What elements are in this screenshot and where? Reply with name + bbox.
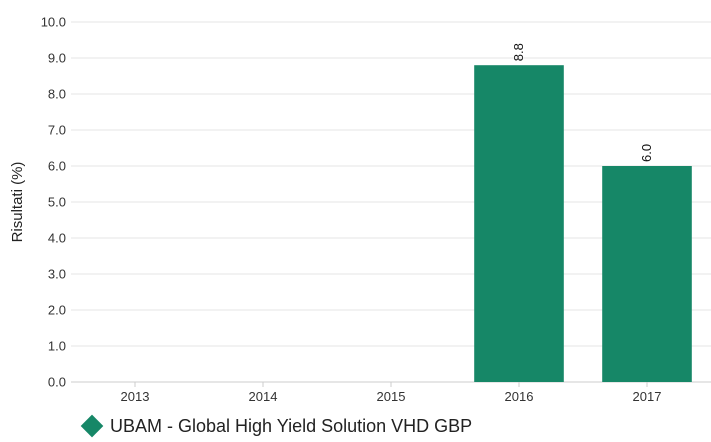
x-tick-label: 2014 [249, 389, 278, 404]
diamond-icon [80, 414, 104, 438]
data-label: 8.8 [511, 43, 526, 61]
y-tick-label: 7.0 [48, 123, 66, 138]
y-tick-label: 0.0 [48, 375, 66, 390]
y-tick-label: 4.0 [48, 231, 66, 246]
bar [474, 65, 564, 382]
x-tick-label: 2013 [121, 389, 150, 404]
x-tick-label: 2015 [377, 389, 406, 404]
axes: 0.0 1.0 2.0 3.0 4.0 5.0 6.0 7.0 8.0 9.0 10.0 2013 20… [41, 15, 711, 404]
bar [602, 166, 692, 382]
y-tick-label: 8.0 [48, 87, 66, 102]
y-tick-label: 3.0 [48, 267, 66, 282]
data-labels: 8.8 6.0 [511, 43, 654, 162]
bars [474, 65, 692, 382]
data-label: 6.0 [639, 144, 654, 162]
x-tick-label: 2017 [633, 389, 662, 404]
y-tick-label: 5.0 [48, 195, 66, 210]
x-tick-label: 2016 [505, 389, 534, 404]
y-tick-label: 6.0 [48, 159, 66, 174]
legend-label: UBAM - Global High Yield Solution VHD GB… [110, 415, 473, 436]
y-tick-label: 2.0 [48, 303, 66, 318]
grid-lines [71, 21, 711, 347]
legend: UBAM - Global High Yield Solution VHD GB… [80, 413, 472, 439]
y-tick-label: 10.0 [41, 15, 66, 30]
y-tick-label: 1.0 [48, 339, 66, 354]
y-axis-label: Risultati (%) [9, 162, 26, 243]
y-tick-label: 9.0 [48, 51, 66, 66]
